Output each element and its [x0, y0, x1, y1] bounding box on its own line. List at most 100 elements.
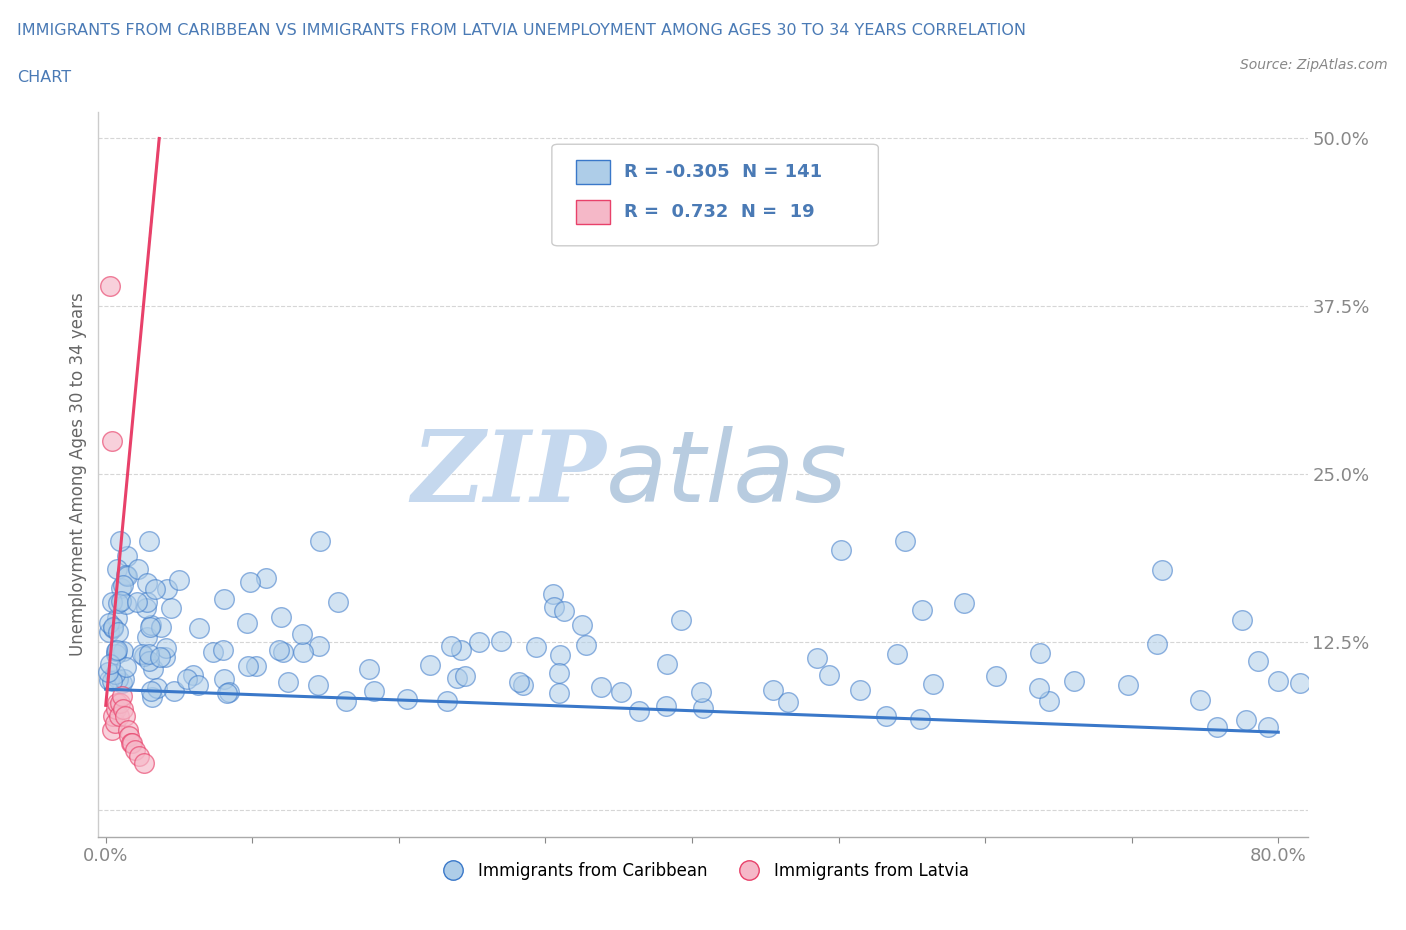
Point — [128, 749, 150, 764]
Point — [98, 657, 121, 671]
Point — [141, 683, 163, 698]
Point — [202, 644, 225, 659]
Point — [135, 576, 157, 591]
Point — [1267, 673, 1289, 688]
Point — [363, 684, 385, 698]
Point — [187, 678, 209, 693]
Point — [97, 665, 120, 680]
Point — [111, 688, 134, 703]
Point — [105, 702, 128, 717]
Point — [291, 626, 314, 641]
Point — [1188, 693, 1211, 708]
Point — [111, 676, 134, 691]
Point — [984, 668, 1007, 683]
Point — [112, 671, 135, 686]
Point — [1247, 654, 1270, 669]
Point — [110, 593, 132, 608]
FancyBboxPatch shape — [576, 160, 610, 184]
Point — [100, 674, 122, 689]
Point — [214, 591, 236, 606]
Point — [875, 709, 897, 724]
Point — [117, 548, 139, 563]
Point — [110, 696, 132, 711]
Point — [100, 722, 122, 737]
Point — [132, 756, 155, 771]
Point — [238, 658, 260, 673]
Point — [575, 638, 598, 653]
Point — [1028, 681, 1050, 696]
Point — [270, 610, 292, 625]
Point — [610, 684, 633, 699]
Point — [292, 644, 315, 659]
Text: IMMIGRANTS FROM CARIBBEAN VS IMMIGRANTS FROM LATVIA UNEMPLOYMENT AMONG AGES 30 T: IMMIGRANTS FROM CARIBBEAN VS IMMIGRANTS … — [17, 23, 1026, 38]
Point — [156, 582, 179, 597]
Text: ZIP: ZIP — [412, 426, 606, 523]
Point — [657, 657, 679, 671]
Point — [114, 709, 136, 724]
Y-axis label: Unemployment Among Ages 30 to 34 years: Unemployment Among Ages 30 to 34 years — [69, 292, 87, 657]
Point — [436, 694, 458, 709]
Point — [135, 601, 157, 616]
Point — [446, 671, 468, 685]
Point — [97, 616, 120, 631]
Point — [159, 601, 181, 616]
Point — [654, 698, 676, 713]
Point — [886, 646, 908, 661]
Point — [138, 654, 160, 669]
Point — [115, 596, 138, 611]
Text: atlas: atlas — [606, 426, 848, 523]
Point — [524, 640, 547, 655]
Point — [548, 686, 571, 701]
Point — [138, 619, 160, 634]
Point — [112, 702, 135, 717]
Point — [103, 715, 125, 730]
Point — [335, 693, 357, 708]
Point — [669, 612, 692, 627]
Point — [309, 534, 332, 549]
Point — [908, 711, 931, 726]
Point — [689, 685, 711, 700]
Point — [1038, 694, 1060, 709]
Point — [149, 649, 172, 664]
Point — [543, 600, 565, 615]
Point — [101, 594, 124, 609]
Point — [806, 651, 828, 666]
Point — [163, 684, 186, 698]
Point — [131, 647, 153, 662]
Text: R = -0.305  N = 141: R = -0.305 N = 141 — [624, 163, 823, 180]
Point — [692, 700, 714, 715]
FancyBboxPatch shape — [551, 144, 879, 246]
Point — [107, 561, 129, 576]
Point — [117, 722, 139, 737]
Text: R =  0.732  N =  19: R = 0.732 N = 19 — [624, 203, 815, 220]
Point — [541, 586, 564, 601]
Point — [508, 675, 530, 690]
Point — [440, 639, 463, 654]
Point — [245, 658, 267, 673]
Point — [628, 704, 651, 719]
Point — [1288, 676, 1310, 691]
Point — [132, 648, 155, 663]
Point — [921, 676, 943, 691]
Point — [1063, 673, 1085, 688]
Point — [269, 643, 291, 658]
Point — [357, 662, 380, 677]
Point — [254, 570, 277, 585]
Point — [214, 671, 236, 686]
Point — [181, 668, 204, 683]
Point — [150, 620, 173, 635]
Point — [953, 595, 976, 610]
Point — [101, 619, 124, 634]
Point — [127, 562, 149, 577]
Point — [239, 574, 262, 589]
Point — [212, 643, 235, 658]
Point — [271, 644, 294, 659]
Point — [571, 618, 593, 632]
Point — [100, 433, 122, 448]
Point — [138, 534, 160, 549]
Point — [176, 672, 198, 687]
Point — [97, 673, 120, 688]
Point — [818, 668, 841, 683]
Point — [107, 595, 129, 610]
Point — [107, 610, 129, 625]
